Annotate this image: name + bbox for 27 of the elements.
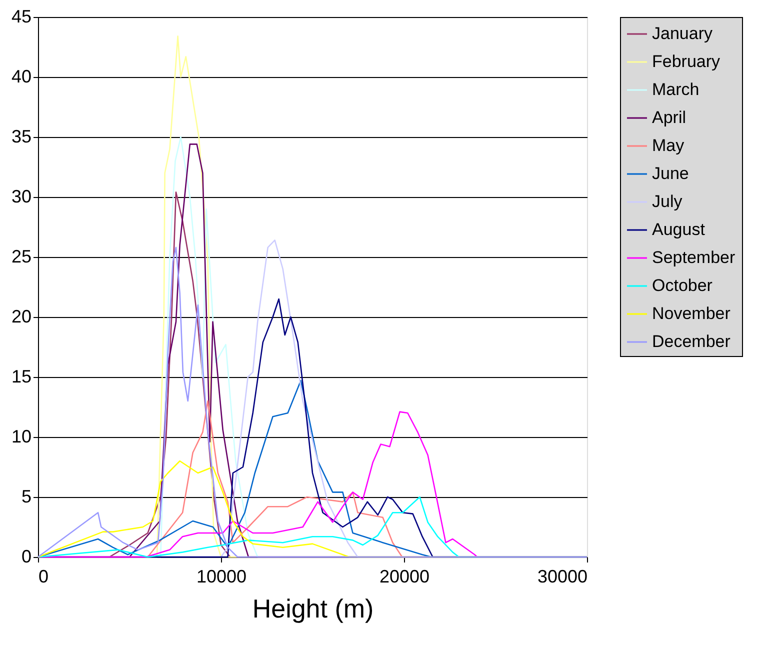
x-tick-label: 20000 bbox=[379, 566, 430, 586]
legend-label: June bbox=[652, 164, 689, 183]
legend-label: September bbox=[652, 248, 736, 267]
legend-label: December bbox=[652, 332, 731, 351]
x-tick-label: 30000 bbox=[537, 566, 588, 586]
y-tick-label: 40 bbox=[11, 66, 32, 86]
legend-label: April bbox=[652, 108, 686, 127]
y-tick-label: 5 bbox=[21, 486, 32, 506]
legend-label: August bbox=[652, 220, 706, 239]
legend-label: March bbox=[652, 80, 700, 99]
y-tick-label: 0 bbox=[21, 546, 32, 566]
x-tick-label: 0 bbox=[38, 566, 49, 586]
legend-label: October bbox=[652, 276, 713, 295]
legend-label: May bbox=[652, 136, 685, 155]
y-tick-label: 35 bbox=[11, 126, 32, 146]
x-axis-title: Height (m) bbox=[252, 594, 374, 624]
y-tick-label: 30 bbox=[11, 186, 32, 206]
y-tick-label: 20 bbox=[11, 306, 32, 326]
x-tick-label: 10000 bbox=[196, 566, 247, 586]
y-tick-label: 25 bbox=[11, 246, 32, 266]
legend-label: February bbox=[652, 52, 721, 71]
y-tick-label: 10 bbox=[11, 426, 32, 446]
legend-label: November bbox=[652, 304, 731, 323]
legend-label: January bbox=[652, 24, 713, 43]
legend-label: July bbox=[652, 192, 683, 211]
y-tick-label: 45 bbox=[11, 6, 32, 26]
y-tick-label: 15 bbox=[11, 366, 32, 386]
